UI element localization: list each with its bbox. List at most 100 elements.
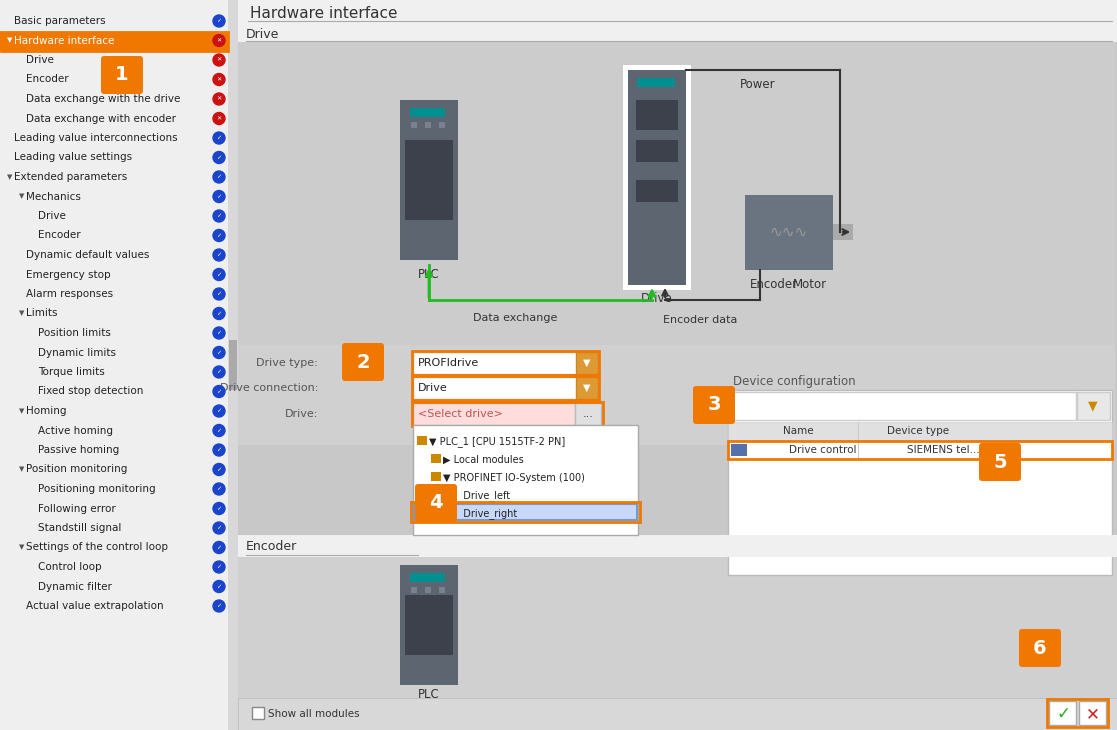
Text: Drive connection:: Drive connection: <box>220 383 318 393</box>
Circle shape <box>213 444 225 456</box>
Text: ✕: ✕ <box>1086 705 1100 723</box>
Text: 4: 4 <box>429 493 442 512</box>
Text: 2: 2 <box>356 353 370 372</box>
Circle shape <box>213 93 225 105</box>
Text: SIEMENS tel...: SIEMENS tel... <box>907 445 980 455</box>
Text: Device type: Device type <box>887 426 949 436</box>
FancyBboxPatch shape <box>416 484 457 522</box>
FancyBboxPatch shape <box>101 56 143 94</box>
Bar <box>400 100 458 260</box>
Text: ▼ PROFINET IO-System (100): ▼ PROFINET IO-System (100) <box>443 473 585 483</box>
Text: 5: 5 <box>993 453 1006 472</box>
Bar <box>417 436 427 445</box>
Bar <box>400 565 458 685</box>
Text: ✓: ✓ <box>217 545 221 550</box>
Text: ✓: ✓ <box>1056 705 1070 723</box>
Text: Encoder: Encoder <box>750 277 799 291</box>
Circle shape <box>213 502 225 515</box>
Text: 3: 3 <box>707 396 720 415</box>
Bar <box>576 377 598 399</box>
Bar <box>728 441 1113 459</box>
Text: Motor: Motor <box>793 277 827 291</box>
Bar <box>238 535 1117 557</box>
Circle shape <box>213 483 225 495</box>
Bar <box>424 122 431 128</box>
Text: Drive: Drive <box>246 28 279 40</box>
Text: ...: ... <box>583 409 593 419</box>
Text: ✓: ✓ <box>217 584 221 589</box>
Text: Drive: Drive <box>641 293 672 305</box>
Text: Drive control: Drive control <box>790 445 857 455</box>
Bar <box>745 195 833 270</box>
Bar <box>637 78 675 87</box>
Bar <box>414 504 637 520</box>
Text: ✓: ✓ <box>217 194 221 199</box>
Circle shape <box>213 347 225 358</box>
Circle shape <box>213 327 225 339</box>
Bar <box>728 422 1113 440</box>
Text: Encoder: Encoder <box>246 540 297 553</box>
Text: Following error: Following error <box>38 504 116 513</box>
Text: PROFIdrive: PROFIdrive <box>418 358 479 368</box>
Text: ✓: ✓ <box>217 369 221 374</box>
Text: ✓: ✓ <box>217 526 221 531</box>
Text: ▶ Local modules: ▶ Local modules <box>443 455 524 465</box>
Circle shape <box>213 171 225 183</box>
Text: Positioning monitoring: Positioning monitoring <box>38 484 155 494</box>
Text: Drive: Drive <box>26 55 54 65</box>
Bar <box>0 0 238 730</box>
Text: ✓: ✓ <box>217 486 221 491</box>
Bar <box>0 31 228 51</box>
Circle shape <box>213 132 225 144</box>
FancyBboxPatch shape <box>342 343 384 381</box>
Text: ▼ PLC_1 [CPU 1515TF-2 PN]: ▼ PLC_1 [CPU 1515TF-2 PN] <box>429 437 565 447</box>
Bar <box>445 508 455 517</box>
Text: Basic parameters: Basic parameters <box>15 16 106 26</box>
Bar <box>1079 701 1106 725</box>
Text: Encoder: Encoder <box>26 74 68 85</box>
Text: Data exchange with encoder: Data exchange with encoder <box>26 113 176 123</box>
Bar <box>413 377 598 399</box>
Text: Drive type:: Drive type: <box>256 358 318 368</box>
Bar <box>728 441 1113 459</box>
Circle shape <box>213 561 225 573</box>
Text: Power: Power <box>739 79 775 91</box>
Text: Torque limits: Torque limits <box>38 367 105 377</box>
Text: ✕: ✕ <box>217 96 221 101</box>
Bar <box>431 472 441 481</box>
Bar <box>412 376 599 400</box>
Text: Extended parameters: Extended parameters <box>15 172 127 182</box>
Text: Drive_left: Drive_left <box>457 491 510 502</box>
Text: 1: 1 <box>115 66 128 85</box>
Text: Hardware interface: Hardware interface <box>250 7 398 21</box>
Circle shape <box>213 34 225 47</box>
Bar <box>411 502 640 522</box>
Text: ✕: ✕ <box>217 58 221 63</box>
Text: Leading value settings: Leading value settings <box>15 153 132 163</box>
Text: ✓: ✓ <box>217 447 221 453</box>
Text: Show all modules: Show all modules <box>268 709 360 719</box>
Text: Actual value extrapolation: Actual value extrapolation <box>26 601 163 611</box>
Circle shape <box>213 74 225 85</box>
Bar <box>445 490 455 499</box>
Text: ✓: ✓ <box>217 331 221 336</box>
Text: ✓: ✓ <box>217 604 221 609</box>
Text: ✓: ✓ <box>217 409 221 413</box>
Text: Data exchange: Data exchange <box>472 313 557 323</box>
Bar <box>414 504 637 520</box>
Text: <Select drive>: <Select drive> <box>418 409 503 419</box>
Circle shape <box>213 542 225 553</box>
Bar <box>636 140 678 162</box>
Text: Dynamic default values: Dynamic default values <box>26 250 150 260</box>
Circle shape <box>213 15 225 27</box>
Text: ▼: ▼ <box>19 408 25 414</box>
Text: ✓: ✓ <box>217 174 221 180</box>
Text: 6: 6 <box>1033 639 1047 658</box>
Text: ✕: ✕ <box>217 77 221 82</box>
Text: Encoder data: Encoder data <box>662 315 737 325</box>
Text: Device configuration: Device configuration <box>733 375 856 388</box>
Bar <box>229 340 237 390</box>
Text: ✓: ✓ <box>217 506 221 511</box>
Bar <box>238 345 1115 445</box>
FancyBboxPatch shape <box>978 443 1021 481</box>
